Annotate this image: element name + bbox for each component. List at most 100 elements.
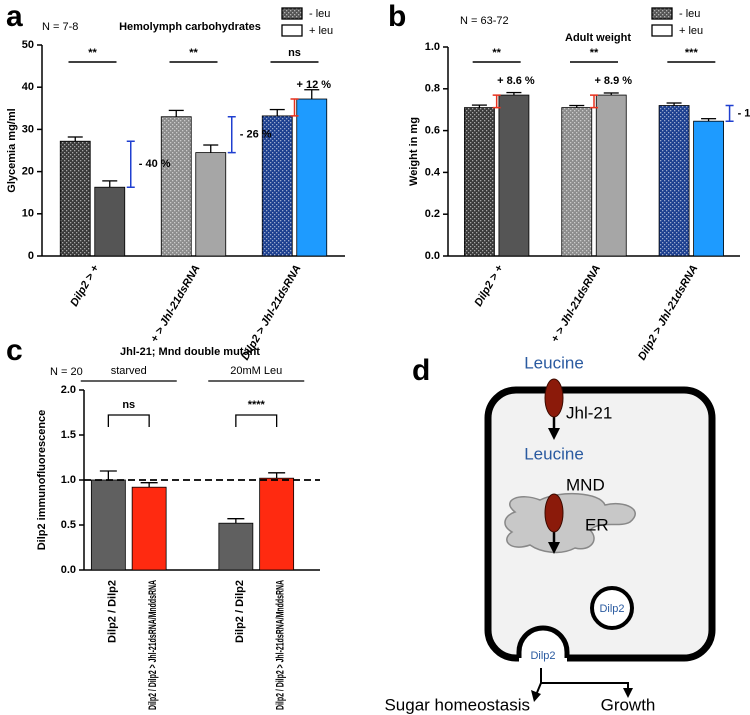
significance-label: **: [492, 47, 501, 59]
label: MND: [566, 475, 605, 494]
chart: a Hemolymph carbohydrates N = 7-8 Glycemia …: [6, 0, 345, 362]
change-bracket: [126, 140, 135, 188]
panel-letter: b: [388, 0, 406, 33]
significance-label: **: [88, 47, 97, 59]
x-tick-label: Dilp2 / Dilp2 > Jhl-21dsRNA/MnddsRNA: [147, 580, 159, 710]
change-label: + 12 %: [296, 79, 331, 91]
chart-title: Hemolymph carbohydrates: [119, 21, 261, 33]
x-tick-label: Dilp2 > Jhl-21dsRNA: [636, 263, 700, 362]
arrow-head: [548, 542, 560, 554]
bar: [693, 120, 724, 257]
mnd-channel: [544, 493, 564, 533]
bar: [94, 186, 126, 257]
change-bracket: [725, 104, 734, 122]
legend-label: + leu: [309, 25, 333, 37]
bar: [261, 115, 293, 257]
label: Sugar homeostasis: [384, 695, 530, 714]
x-tick-label: Dilp2 > +: [472, 262, 506, 308]
x-tick-label: Dilp2 / Dilp2: [234, 580, 246, 643]
significance-label: **: [590, 47, 599, 59]
label: ER: [585, 515, 609, 534]
x-tick-label: + > Jhl-21dsRNA: [549, 263, 603, 345]
change-bracket: [290, 98, 299, 117]
change-label: - 26 %: [240, 129, 272, 141]
label: Growth: [601, 695, 656, 714]
bar: [259, 477, 295, 571]
bar: [195, 152, 227, 257]
x-tick-label: Dilp2 / Dilp2 > Jhl-21dsRNA/MnddsRNA: [275, 580, 287, 710]
y-tick-label: 10: [22, 208, 34, 220]
y-tick-label: 0.5: [61, 519, 76, 531]
secretory-vesicle: [516, 625, 570, 658]
bar: [90, 479, 126, 571]
y-tick-label: 0.2: [425, 208, 440, 220]
legend-label: - leu: [679, 8, 700, 20]
n-label: N = 63-72: [460, 15, 509, 27]
significance-label: ns: [122, 399, 135, 411]
y-tick-label: 2.0: [61, 384, 76, 396]
y-tick-label: 0: [28, 250, 34, 262]
significance-label: ****: [248, 399, 266, 411]
significance-bracket: [107, 414, 150, 427]
y-tick-label: 50: [22, 39, 34, 51]
arrow-head: [623, 688, 633, 698]
label: Dilp2: [599, 603, 624, 615]
arrow-head: [548, 428, 560, 440]
chart-title: Jhl-21; Mnd double mutant: [120, 346, 260, 358]
change-label: - 40 %: [139, 158, 171, 170]
bar: [464, 107, 495, 257]
arrow: [540, 668, 629, 692]
n-label: N = 7-8: [42, 21, 78, 33]
change-label: + 8.6 %: [497, 75, 535, 87]
group-label: 20mM Leu: [230, 365, 282, 377]
er-shape: [504, 492, 636, 554]
vesicle: [590, 586, 634, 630]
chart-title: Adult weight: [565, 32, 631, 44]
y-tick-label: 0.8: [425, 83, 440, 95]
chart: c Jhl-21; Mnd double mutant N = 20 Dilp2 im…: [6, 334, 320, 710]
y-tick-label: 1.0: [425, 41, 440, 53]
bar: [160, 116, 192, 257]
y-tick-label: 40: [22, 81, 34, 93]
legend-swatch: [651, 24, 673, 37]
bar: [595, 94, 627, 257]
y-tick-label: 0.0: [425, 250, 440, 262]
y-tick-label: 0.4: [425, 166, 441, 178]
significance-label: **: [189, 47, 198, 59]
bar: [498, 94, 530, 257]
bar: [218, 522, 254, 571]
legend-label: - leu: [309, 8, 330, 20]
label: Jhl-21: [566, 403, 612, 422]
x-tick-label: + > Jhl-21dsRNA: [149, 263, 203, 345]
y-axis-label: Glycemia mg/ml: [6, 108, 18, 192]
label: Leucine: [524, 444, 584, 463]
significance-label: ***: [685, 47, 699, 59]
y-axis-label: Dilp2 immunofluorescence: [36, 410, 48, 551]
x-tick-label: Dilp2 > +: [68, 262, 102, 308]
change-label: - 10.2 %: [738, 107, 750, 119]
significance-label: ns: [288, 47, 301, 59]
panel-letter: d: [412, 354, 430, 387]
change-label: + 8.9 %: [594, 75, 632, 87]
change-bracket: [227, 115, 236, 154]
significance-bracket: [235, 414, 278, 427]
bar: [561, 107, 593, 257]
n-label: N = 20: [50, 366, 83, 378]
legend-swatch: [281, 24, 303, 37]
transporter: [544, 378, 564, 418]
group-label: starved: [111, 365, 147, 377]
diagram: d Leucine Jhl-21 Leucine MND ER Dilp2 Di…: [384, 353, 716, 714]
label: Dilp2: [530, 650, 555, 662]
y-tick-label: 1.5: [61, 429, 76, 441]
bar: [296, 98, 328, 257]
chart: b Adult weight N = 63-72 Weight in mg 0.0 0.2…: [388, 0, 750, 362]
y-tick-label: 0.0: [61, 564, 76, 576]
bar: [59, 140, 91, 257]
legend-swatch: [281, 7, 303, 20]
legend-swatch: [651, 7, 673, 20]
y-tick-label: 1.0: [61, 474, 76, 486]
change-bracket: [590, 94, 598, 109]
change-bracket: [492, 94, 501, 109]
y-tick-label: 0.6: [425, 125, 440, 137]
